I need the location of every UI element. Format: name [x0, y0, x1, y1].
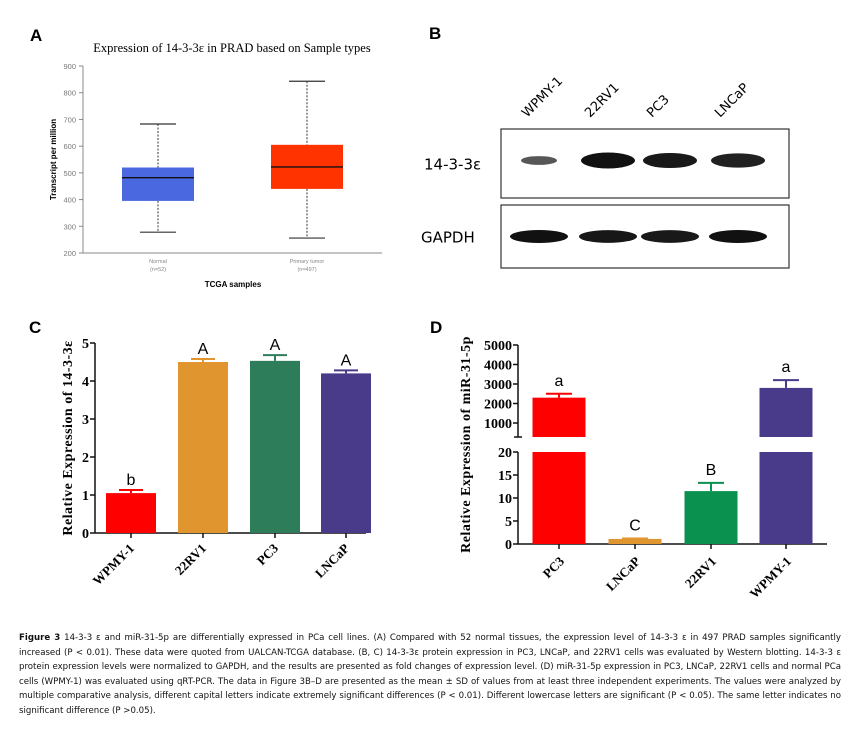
significance-letter: B	[706, 462, 717, 479]
panel-label-c: C	[29, 318, 42, 337]
significance-letter: A	[270, 337, 281, 354]
y-tick-label: 3000	[484, 378, 512, 393]
panel-label-a: A	[30, 26, 43, 45]
x-tick-label: WPMY-1	[747, 554, 795, 602]
y-tick-label: 2	[82, 451, 89, 466]
y-axis-label: Transcript per million	[49, 119, 58, 200]
y-tick-label: 1	[82, 489, 89, 504]
y-tick-label: 5	[505, 515, 512, 530]
y-tick-label: 4000	[484, 359, 512, 374]
significance-letter: C	[629, 517, 641, 534]
significance-letter: A	[198, 341, 209, 358]
y-tick-label: 4	[82, 375, 89, 390]
x-tick-label: Primary tumor	[290, 259, 325, 265]
blot-band	[510, 230, 568, 243]
y-tick-label: 20	[498, 446, 512, 461]
y-tick-label: 0	[82, 527, 89, 542]
panel-label-b: B	[429, 24, 442, 43]
x-tick-label: PC3	[540, 553, 568, 581]
panel-label-d: D	[430, 318, 443, 337]
blot-band	[711, 153, 765, 168]
y-tick-label: 700	[63, 115, 76, 124]
blot-band	[579, 230, 637, 243]
bar-22rv1	[178, 362, 228, 533]
blot-band	[641, 230, 699, 243]
y-tick-label: 15	[498, 469, 512, 484]
x-tick-label: 22RV1	[682, 554, 719, 591]
y-axis-label: Relative Expression of miR-31-5p	[459, 336, 474, 553]
y-tick-label: 1000	[484, 417, 512, 432]
bar-upper-pc3	[532, 397, 586, 437]
y-tick-label: 600	[63, 142, 76, 151]
significance-letter: a	[782, 359, 791, 376]
blot-band	[521, 156, 557, 165]
box-normal	[122, 167, 194, 201]
y-tick-label: 900	[63, 62, 76, 71]
figure-caption: Figure 3 14-3-3 ε and miR-31-5p are diff…	[19, 631, 841, 718]
significance-letter: a	[555, 373, 564, 390]
x-tick-sublabel: (n=497)	[297, 267, 316, 273]
y-tick-label: 5000	[484, 339, 512, 354]
bar-22rv1	[684, 491, 738, 544]
blot-band	[643, 152, 697, 169]
x-axis-label: TCGA samples	[205, 280, 262, 289]
chart-title: Expression of 14-3-3ε in PRAD based on S…	[93, 41, 371, 55]
y-tick-label: 5	[82, 337, 89, 352]
bar-lower-wpmy-1	[759, 452, 813, 544]
bar-upper-wpmy-1	[759, 387, 813, 437]
caption-label: Figure 3	[19, 633, 61, 643]
significance-letter: A	[341, 352, 352, 369]
x-tick-label: LNCaP	[603, 553, 643, 593]
bar-pc3	[250, 360, 300, 533]
blot-row-label: GAPDH	[421, 229, 475, 247]
y-tick-label: 200	[63, 249, 76, 258]
x-tick-label: Normal	[149, 259, 167, 265]
blot-band	[581, 152, 635, 169]
bar-lncap	[321, 373, 371, 533]
bar-lower-pc3	[532, 452, 586, 544]
y-tick-label: 10	[498, 492, 512, 507]
y-tick-label: 0	[505, 538, 512, 553]
y-tick-label: 400	[63, 196, 76, 205]
blot-band	[709, 230, 767, 243]
y-axis-label: Relative Expression of 14-3-3ε	[61, 340, 76, 535]
y-tick-label: 500	[63, 169, 76, 178]
y-tick-label: 300	[63, 222, 76, 231]
y-tick-label: 3	[82, 413, 89, 428]
caption-text: 14-3-3 ε and miR-31-5p are differentiall…	[19, 633, 841, 716]
bar-lncap	[608, 538, 662, 544]
bar-wpmy-1	[106, 493, 156, 533]
y-tick-label: 2000	[484, 398, 512, 413]
significance-letter: b	[127, 472, 136, 489]
x-tick-sublabel: (n=52)	[150, 267, 166, 273]
blot-row-label: 14-3-3ε	[424, 156, 481, 174]
y-tick-label: 800	[63, 89, 76, 98]
